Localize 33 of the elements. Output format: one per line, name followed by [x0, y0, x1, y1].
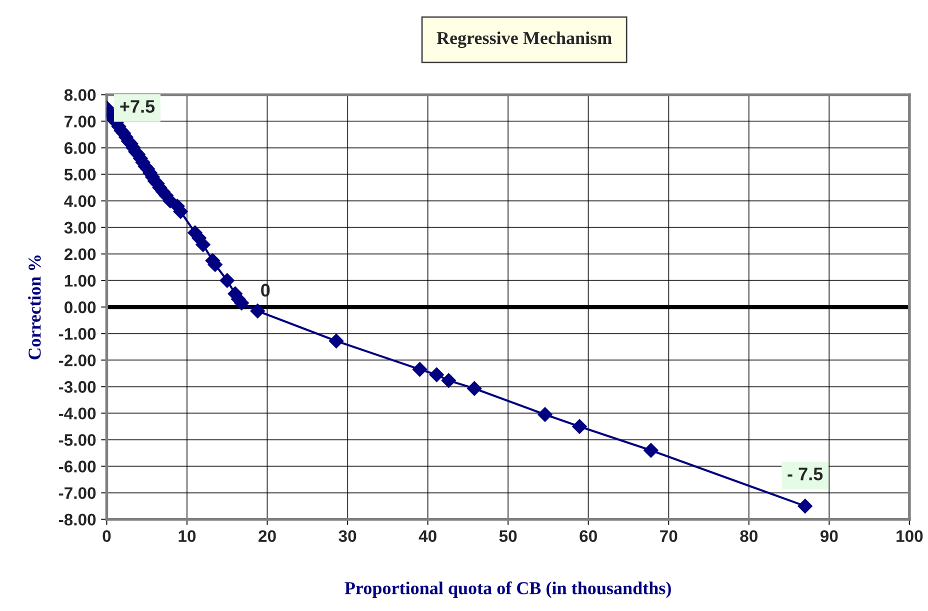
- x-tick-label: 70: [660, 530, 678, 542]
- x-tick-label: 100: [896, 530, 923, 542]
- y-tick-label: -6.00: [58, 460, 96, 472]
- y-tick-label: -4.00: [58, 408, 96, 420]
- x-tick-label: 60: [580, 530, 597, 542]
- y-tick-label: 7.00: [64, 116, 96, 128]
- y-tick-label: 6.00: [64, 142, 96, 154]
- x-tick-label: 20: [258, 530, 276, 542]
- y-tick-label: 5.00: [64, 168, 96, 181]
- y-tick-label: 0.00: [64, 301, 96, 314]
- chart-title: Regressive Mechanism: [436, 31, 612, 48]
- x-tick-label: 30: [338, 530, 356, 542]
- y-tick-label: -2.00: [58, 354, 96, 366]
- y-tick-label: 3.00: [64, 222, 96, 234]
- y-tick-label: 1.00: [64, 274, 96, 287]
- x-tick-label: 0: [102, 530, 111, 542]
- y-tick-label: -8.00: [58, 514, 96, 526]
- x-tick-label: 90: [820, 530, 838, 542]
- y-tick-label: -1.00: [58, 328, 96, 340]
- y-tick-label: -7.00: [58, 487, 96, 500]
- x-tick-label: 50: [499, 530, 517, 542]
- y-tick-label: 4.00: [64, 195, 96, 208]
- x-axis-title: Proportional quota of CB (in thousandths): [344, 581, 671, 598]
- y-tick-label: 2.00: [64, 248, 96, 260]
- x-tick-label: 10: [178, 530, 196, 542]
- annotation: +7.5: [120, 100, 155, 113]
- annotation: - 7.5: [788, 468, 823, 480]
- y-tick-label: -3.00: [58, 381, 96, 393]
- y-axis-title: Correction %: [28, 255, 41, 360]
- y-tick-label: -5.00: [58, 434, 96, 446]
- y-tick-label: 8.00: [64, 89, 96, 101]
- x-tick-label: 40: [418, 530, 436, 542]
- x-tick-label: 80: [740, 530, 758, 542]
